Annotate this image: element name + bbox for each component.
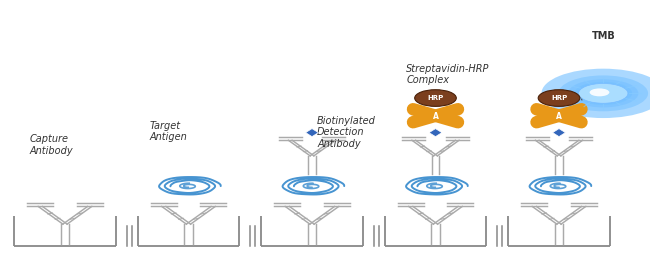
Circle shape (578, 83, 628, 103)
Polygon shape (306, 129, 318, 136)
Text: HRP: HRP (428, 95, 443, 101)
Text: Biotinylated
Detection
Antibody: Biotinylated Detection Antibody (317, 116, 376, 149)
Text: Streptavidin-HRP
Complex: Streptavidin-HRP Complex (406, 64, 489, 85)
Circle shape (590, 88, 609, 96)
Text: Target
Antigen: Target Antigen (150, 121, 187, 142)
Polygon shape (429, 129, 442, 136)
Circle shape (574, 82, 632, 105)
Circle shape (538, 90, 580, 106)
Circle shape (541, 69, 650, 118)
Text: HRP: HRP (551, 95, 567, 101)
Text: A: A (556, 112, 562, 121)
Circle shape (415, 90, 456, 106)
Text: Capture
Antibody: Capture Antibody (29, 134, 73, 155)
Circle shape (558, 75, 648, 111)
Polygon shape (552, 129, 566, 136)
Text: TMB: TMB (592, 31, 616, 41)
Text: A: A (432, 112, 439, 121)
Circle shape (568, 79, 638, 107)
